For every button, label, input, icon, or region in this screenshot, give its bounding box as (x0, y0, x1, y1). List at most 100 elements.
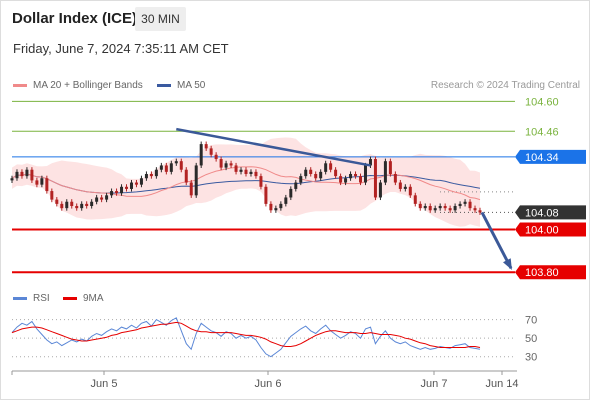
candle-body (199, 144, 203, 166)
candle-body (209, 148, 213, 155)
candle-body (249, 171, 253, 174)
rsi-tick-30: 30 (525, 352, 537, 364)
candle-body (339, 176, 343, 183)
candle-body (75, 206, 79, 209)
projection-arrow (480, 211, 513, 269)
candle-body (184, 169, 188, 183)
candle-body (264, 186, 268, 204)
chart-header: Dollar Index (ICE) 30 MIN (0, 0, 590, 36)
candle-body (70, 201, 74, 207)
candle-body (433, 208, 437, 211)
candle-body (10, 178, 14, 181)
x-tick-label-jun-7: Jun 7 (421, 378, 448, 390)
candle-body (423, 206, 427, 209)
ma50-label: MA 50 (177, 80, 206, 91)
candle-body (125, 186, 129, 189)
level-tag-104.00 (515, 222, 586, 237)
ma50-swatch (157, 84, 171, 87)
candle-body (45, 178, 49, 192)
resistance-trendline (176, 127, 371, 167)
ma9-swatch (63, 297, 77, 300)
candle-body (468, 201, 472, 209)
candle-body (398, 182, 402, 189)
candle-body (418, 203, 422, 209)
candle-body (354, 173, 358, 177)
candle-body (363, 165, 367, 183)
candle-body (309, 169, 313, 174)
candle-body (194, 165, 198, 196)
candle-body (304, 169, 308, 177)
candle-body (120, 186, 124, 194)
candle-body (224, 163, 228, 168)
candle-body (428, 206, 432, 211)
candle-body (65, 201, 69, 209)
candle-body (20, 171, 24, 177)
projection-arrowhead (502, 258, 512, 270)
level-label-104.08: 104.08 (525, 207, 559, 219)
candle-body (149, 173, 153, 177)
candle-body (284, 197, 288, 204)
ma9-label: 9MA (83, 293, 104, 304)
legend-ma9: 9MA (63, 293, 104, 304)
candle-body (90, 201, 94, 207)
candle-body (159, 165, 163, 170)
candle-body (314, 173, 318, 179)
research-credit: Research © 2024 Trading Central (430, 80, 580, 91)
candle-body (60, 203, 64, 209)
candle-body (40, 178, 44, 185)
x-tick-label-jun-14: Jun 14 (485, 378, 518, 390)
timeframe-button[interactable]: 30 MIN (135, 7, 186, 31)
candle-body (204, 144, 208, 149)
candle-body (294, 182, 298, 189)
candle-body (458, 203, 462, 207)
x-tick-label-jun-6: Jun 6 (255, 378, 282, 390)
candle-body (110, 191, 114, 196)
candle-body (408, 186, 412, 196)
candle-body (189, 182, 193, 196)
candle-body (30, 169, 34, 181)
candle-body (388, 161, 392, 174)
candle-body (234, 165, 238, 172)
rsi-label: RSI (33, 293, 50, 304)
level-label-104.34: 104.34 (525, 152, 559, 164)
candle-body (403, 186, 407, 189)
candle-body (299, 176, 303, 183)
candle-body (179, 161, 183, 170)
candle-body (35, 180, 39, 185)
candle-body (50, 191, 54, 200)
ma9-line (11, 321, 481, 348)
ma20-swatch (13, 84, 27, 87)
candle-body (473, 208, 477, 211)
candle-body (55, 199, 59, 204)
candle-body (214, 154, 218, 160)
candle-body (164, 165, 168, 172)
candle-body (359, 176, 363, 183)
candle-body (443, 206, 447, 209)
candle-body (413, 195, 417, 204)
candle-body (85, 203, 89, 207)
candle-body (174, 161, 178, 164)
candle-body (478, 210, 482, 213)
x-tick-label-jun-5: Jun 5 (91, 378, 118, 390)
candle-body (259, 176, 263, 187)
candle-body (373, 159, 377, 198)
candle-body (349, 173, 353, 179)
candle-body (279, 203, 283, 209)
candle-body (269, 203, 273, 211)
candle-body (15, 171, 19, 179)
candle-body (100, 197, 104, 200)
rsi-swatch (13, 297, 27, 300)
candle-body (274, 208, 278, 211)
candle-body (239, 169, 243, 172)
level-label-104.46: 104.46 (525, 126, 559, 138)
ma20-line (11, 166, 481, 201)
level-label-104.60: 104.60 (525, 96, 559, 108)
candle-body (378, 182, 382, 198)
candle-body (169, 163, 173, 172)
candle-body (154, 169, 158, 177)
candle-body (393, 173, 397, 183)
candle-body (334, 169, 338, 177)
candle-body (448, 208, 452, 211)
level-label-103.80: 103.80 (525, 267, 559, 279)
